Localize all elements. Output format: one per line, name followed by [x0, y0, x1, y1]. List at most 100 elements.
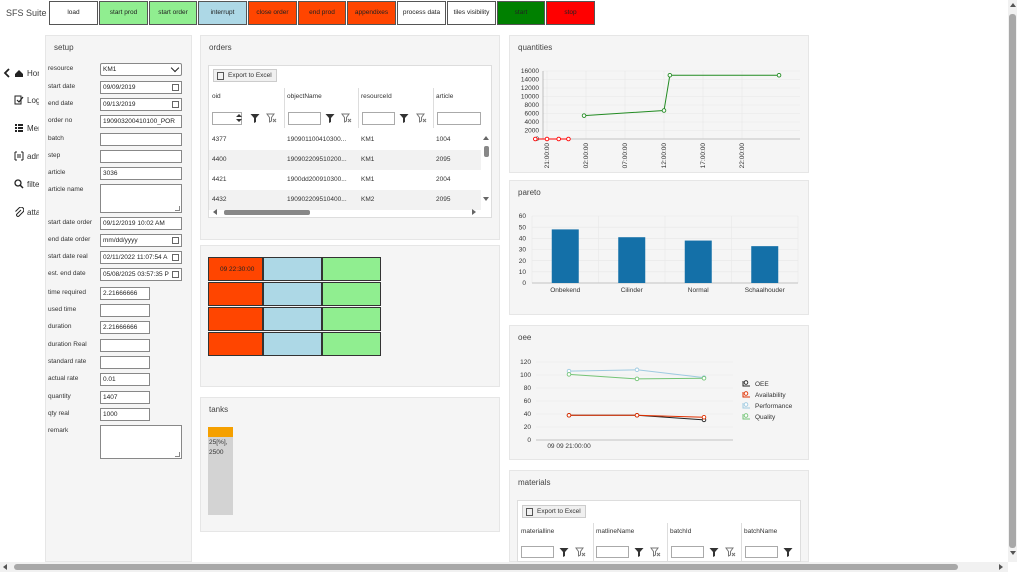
status-tile[interactable] — [322, 257, 381, 281]
horizontal-scroll-thumb[interactable] — [14, 564, 958, 570]
scroll-up-arrow[interactable] — [483, 136, 489, 140]
toolbar-button-start[interactable]: start — [497, 1, 545, 25]
table-row[interactable]: 4400 190902209510200... KM1 2095 — [209, 150, 481, 170]
batchid-filter-input[interactable] — [671, 546, 704, 558]
nav-item-attachments[interactable]: attachments — [27, 208, 39, 217]
filter-icon[interactable] — [708, 546, 720, 558]
status-tile[interactable] — [263, 307, 322, 331]
spinner-icon[interactable] — [235, 112, 243, 124]
remark-field[interactable] — [100, 425, 182, 459]
actual-rate-field[interactable]: 0.01 — [100, 373, 150, 386]
filter-icon[interactable] — [398, 112, 410, 124]
clear-filter-icon[interactable] — [724, 546, 736, 558]
calendar-icon[interactable] — [172, 254, 179, 261]
resize-handle-icon[interactable] — [175, 452, 180, 457]
toolbar-button-load[interactable]: load — [49, 1, 98, 25]
order-no-field[interactable]: 190903200410100_POR — [100, 115, 182, 128]
vertical-scroll-up-arrow[interactable] — [1010, 3, 1016, 7]
clear-filter-icon[interactable] — [574, 546, 586, 558]
vertical-scroll-down-arrow[interactable] — [1010, 551, 1016, 555]
standard-rate-field[interactable] — [100, 356, 150, 369]
toolbar-button-end-prod[interactable]: end prod — [298, 1, 346, 25]
batchname-filter-input[interactable] — [745, 546, 778, 558]
horizontal-scroll-thumb[interactable] — [224, 210, 310, 215]
duration-field[interactable]: 2.21666666 — [100, 321, 150, 334]
horizontal-scroll-right-arrow[interactable] — [999, 564, 1003, 570]
materials-col-header-batchid[interactable]: batchId — [670, 528, 692, 535]
batch-field[interactable] — [100, 133, 182, 146]
filter-icon[interactable] — [782, 546, 794, 558]
orders-col-header-objectname[interactable]: objectName — [287, 93, 322, 100]
vertical-scrollbar[interactable] — [1008, 0, 1017, 562]
status-tile[interactable]: 09 22:30:00 — [208, 257, 263, 281]
orders-col-header-resourceid[interactable]: resourceId — [361, 93, 392, 100]
nav-item-admin[interactable]: admin — [27, 152, 39, 161]
status-tile[interactable] — [263, 332, 322, 356]
objectname-filter-input[interactable] — [288, 112, 321, 125]
status-tile[interactable] — [208, 282, 263, 306]
nav-item-home[interactable]: Home — [27, 69, 39, 78]
nav-item-filter[interactable]: filter — [27, 180, 39, 189]
toolbar-button-close-order[interactable]: close order — [248, 1, 297, 25]
orders-export-button[interactable]: Export to Excel — [213, 69, 277, 82]
status-tile[interactable] — [208, 332, 263, 356]
est-end-date-field[interactable]: 05/08/2025 03:57:35 P — [100, 268, 182, 281]
orders-vertical-scrollbar[interactable] — [482, 133, 490, 205]
resource-field[interactable]: KM1 — [100, 63, 182, 76]
status-tile[interactable] — [263, 282, 322, 306]
toolbar-button-start-order[interactable]: start order — [149, 1, 197, 25]
scroll-left-arrow[interactable] — [213, 209, 217, 215]
step-field[interactable] — [100, 150, 182, 163]
toolbar-button-process-data[interactable]: process data — [397, 1, 446, 25]
toolbar-button-stop[interactable]: stop — [546, 1, 595, 25]
quantity-field[interactable]: 1407 — [100, 391, 150, 404]
vertical-scroll-thumb[interactable] — [1009, 14, 1016, 548]
filter-icon[interactable] — [558, 546, 570, 558]
chevron-down-icon[interactable] — [170, 64, 180, 73]
table-row[interactable]: 4432 190902209510400... KM2 2095 — [209, 190, 481, 210]
orders-col-header-oid[interactable]: oid — [212, 93, 221, 100]
horizontal-scrollbar[interactable] — [0, 562, 1008, 572]
start-date-field[interactable]: 09/09/2019 — [100, 81, 182, 94]
materialline-filter-input[interactable] — [521, 546, 554, 558]
article-field[interactable]: 3036 — [100, 167, 182, 180]
article-name-field[interactable] — [100, 184, 182, 213]
table-row[interactable]: 4421 1900dd200910300... KM1 2004 — [209, 170, 481, 190]
end-date-order-field[interactable]: mm/dd/yyyy — [100, 234, 182, 247]
toolbar-button-tiles-visibility[interactable]: tiles visibility — [447, 1, 496, 25]
qty-real-field[interactable]: 1000 — [100, 408, 150, 421]
chevron-left-icon[interactable] — [3, 68, 11, 78]
materials-export-button[interactable]: Export to Excel — [522, 505, 586, 518]
resize-handle-icon[interactable] — [175, 206, 180, 211]
toolbar-button-appendixes[interactable]: appendixes — [347, 1, 396, 25]
scroll-right-arrow[interactable] — [472, 209, 476, 215]
clear-filter-icon[interactable] — [340, 112, 352, 124]
oid-filter-input[interactable] — [212, 112, 242, 125]
status-tile[interactable] — [322, 307, 381, 331]
toolbar-button-start-prod[interactable]: start prod — [99, 1, 148, 25]
status-tile[interactable] — [322, 332, 381, 356]
calendar-icon[interactable] — [172, 271, 179, 278]
calendar-icon[interactable] — [172, 237, 179, 244]
clear-filter-icon[interactable] — [649, 546, 661, 558]
orders-col-header-article[interactable]: article — [436, 93, 454, 100]
scroll-down-arrow[interactable] — [483, 197, 489, 201]
materials-col-header-matlinename[interactable]: matlineName — [596, 528, 635, 535]
nav-item-log[interactable]: Log — [27, 96, 39, 105]
nav-item-menu[interactable]: Menu — [27, 124, 39, 133]
status-tile[interactable] — [263, 257, 322, 281]
horizontal-scroll-left-arrow[interactable] — [3, 564, 7, 570]
filter-icon[interactable] — [324, 112, 336, 124]
start-date-real-field[interactable]: 02/11/2022 11:07:54 A — [100, 251, 182, 264]
scroll-thumb[interactable] — [484, 146, 489, 157]
matlinename-filter-input[interactable] — [596, 546, 629, 558]
status-tile[interactable] — [208, 307, 263, 331]
clear-filter-icon[interactable] — [265, 112, 277, 124]
filter-icon[interactable] — [633, 546, 645, 558]
filter-icon[interactable] — [249, 112, 261, 124]
materials-col-header-batchname[interactable]: batchName — [744, 528, 778, 535]
calendar-icon[interactable] — [172, 101, 179, 108]
end-date-field[interactable]: 09/13/2019 — [100, 98, 182, 111]
table-row[interactable]: 4377 190901100410300... KM1 1004 — [209, 130, 481, 150]
article-filter-input[interactable] — [437, 112, 481, 125]
